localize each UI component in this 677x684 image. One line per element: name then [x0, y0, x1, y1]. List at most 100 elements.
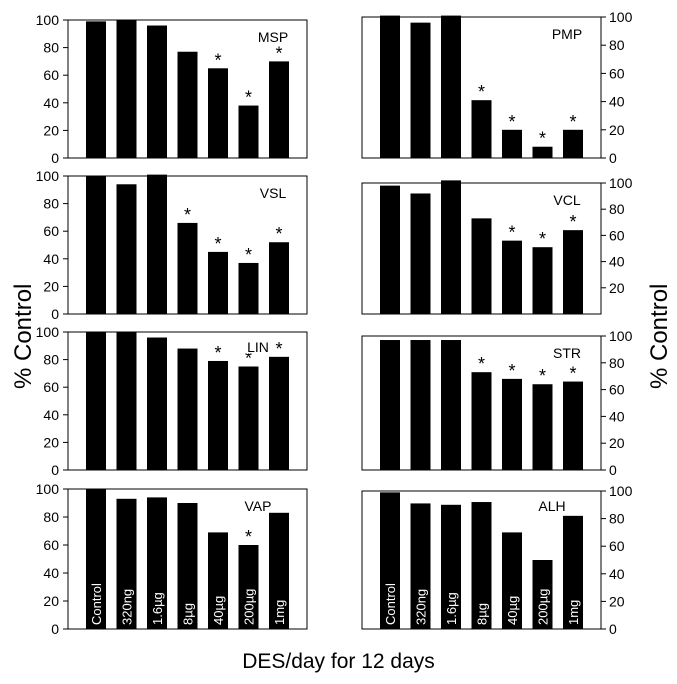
panel-pmp-ytick-label: 100 — [609, 9, 633, 25]
panel-vcl-bar-4 — [502, 240, 522, 314]
panel-vap-category-label: 200µg — [242, 589, 257, 625]
panel-vcl-bar-1 — [410, 193, 431, 314]
panel-str-significance-marker: * — [539, 366, 546, 386]
panel-lin-bar-1 — [116, 332, 137, 470]
panel-str-significance-marker: * — [569, 364, 576, 384]
panel-alh-category-label: 1mg — [566, 600, 581, 625]
panel-pmp-ytick-label: 80 — [609, 37, 625, 53]
panel-pmp-significance-marker: * — [478, 82, 485, 102]
panel-alh-category-label: 8µg — [475, 603, 490, 625]
panel-pmp-bar-5 — [532, 146, 553, 158]
panel-pmp-bar-2 — [441, 15, 461, 159]
panel-vsl-significance-marker: * — [184, 205, 191, 225]
panel-vcl-title: VCL — [553, 192, 580, 208]
panel-alh-ytick-label: 80 — [609, 511, 625, 527]
panel-pmp-bar-6 — [563, 129, 583, 158]
panel-str-bar-2 — [441, 340, 461, 470]
panel-alh-bar-5 — [532, 560, 553, 629]
panel-msp-significance-marker: * — [275, 43, 282, 63]
panel-vap-category-label: 1.6µg — [150, 592, 165, 625]
panel-vsl-title: VSL — [260, 185, 287, 201]
panel-vap-bar-1 — [116, 498, 137, 629]
panel-pmp-bar-0 — [380, 15, 400, 159]
panel-vsl-bar-0 — [86, 176, 106, 314]
panel-msp-bar-2 — [147, 25, 167, 158]
panel-vap-category-label: 320ng — [120, 589, 135, 625]
panel-alh-bar-2 — [441, 504, 461, 629]
panel-vsl-bar-4 — [208, 251, 228, 314]
panel-vap-bar-5 — [238, 545, 259, 629]
x-axis-label: DES/day for 12 days — [242, 650, 435, 673]
panel-lin-ytick-label: 20 — [43, 434, 59, 450]
panel-pmp-significance-marker: * — [539, 129, 546, 149]
panel-str-bar-0 — [380, 340, 400, 470]
panel-alh-ytick-label: 60 — [609, 538, 625, 554]
panel-str-ytick-label: 0 — [609, 462, 617, 478]
panel-alh-title: ALH — [538, 498, 565, 514]
panel-vsl-ytick-label: 0 — [51, 306, 59, 322]
panel-pmp-bar-3 — [471, 100, 492, 158]
panel-alh-category-label: 40µg — [505, 596, 520, 625]
panel-str-ytick-label: 40 — [609, 408, 625, 424]
panel-msp-ytick-label: 20 — [43, 122, 59, 138]
panel-vcl-bar-3 — [471, 218, 492, 314]
panel-vap-category-label: 8µg — [181, 603, 196, 625]
panel-pmp-bar-1 — [410, 22, 431, 158]
panel-msp-bar-3 — [177, 51, 198, 158]
panel-vcl-ytick-label: 100 — [609, 175, 633, 191]
panel-lin-ytick-label: 0 — [51, 462, 59, 478]
panel-vap-significance-marker: * — [245, 527, 252, 547]
panel-vap-bar-0 — [86, 489, 106, 629]
panel-str-title: STR — [553, 345, 581, 361]
panel-vcl-ytick-label: 40 — [609, 254, 625, 270]
panel-vcl-bar-6 — [563, 230, 583, 314]
panel-lin-significance-marker: * — [214, 343, 221, 363]
panel-vsl-bar-3 — [177, 222, 198, 314]
panel-vcl-bar-0 — [380, 185, 400, 314]
panel-alh-bar-6 — [563, 515, 583, 629]
panel-vcl-significance-marker: * — [539, 229, 546, 249]
panel-pmp-significance-marker: * — [569, 112, 576, 132]
panel-str-significance-marker: * — [508, 361, 515, 381]
panel-lin-ytick-label: 100 — [36, 324, 60, 340]
panel-pmp-ytick-label: 20 — [609, 122, 625, 138]
panel-vsl-significance-marker: * — [214, 234, 221, 254]
panel-vsl-ytick-label: 100 — [36, 168, 60, 184]
panel-vap-ytick-label: 40 — [43, 565, 59, 581]
y-axis-label-right: % Control — [646, 283, 673, 389]
panel-vap-bar-4 — [208, 532, 228, 629]
panel-vap-ytick-label: 20 — [43, 593, 59, 609]
panel-vsl-ytick-label: 80 — [43, 196, 59, 212]
panel-vcl-significance-marker: * — [508, 223, 515, 243]
panel-msp-bar-5 — [238, 105, 259, 158]
panel-lin-bar-2 — [147, 337, 167, 470]
panel-str-bar-6 — [563, 381, 583, 470]
panel-vap-category-label: 1mg — [272, 600, 287, 625]
panel-msp-bar-6 — [269, 61, 289, 158]
y-axis-label-left: % Control — [10, 283, 37, 389]
panel-vcl-significance-marker: * — [569, 212, 576, 232]
panel-alh-bar-1 — [410, 503, 431, 629]
panel-msp-significance-marker: * — [245, 88, 252, 108]
panel-lin-bar-0 — [86, 332, 106, 470]
panel-msp-ytick-label: 0 — [51, 150, 59, 166]
panel-lin-ytick-label: 40 — [43, 407, 59, 423]
panel-str-bar-3 — [471, 372, 492, 470]
panel-vsl-bar-5 — [238, 262, 259, 314]
panel-alh-ytick-label: 100 — [609, 483, 633, 499]
panel-vap-ytick-label: 0 — [51, 621, 59, 637]
panel-vsl-ytick-label: 20 — [43, 278, 59, 294]
panel-alh-bar-4 — [502, 532, 522, 629]
panel-msp-bar-1 — [116, 20, 137, 158]
panel-vap-title: VAP — [245, 498, 272, 514]
panel-pmp-bar-4 — [502, 129, 522, 158]
panel-alh-category-label: Control — [383, 583, 398, 625]
panel-str-ytick-label: 80 — [609, 355, 625, 371]
panel-lin-ytick-label: 60 — [43, 379, 59, 395]
panel-str-significance-marker: * — [478, 354, 485, 374]
panel-vcl-ytick-label: 60 — [609, 227, 625, 243]
panel-pmp-ytick-label: 0 — [609, 150, 617, 166]
panel-lin-significance-marker: * — [275, 339, 282, 359]
panel-vcl-ytick-label: 80 — [609, 201, 625, 217]
